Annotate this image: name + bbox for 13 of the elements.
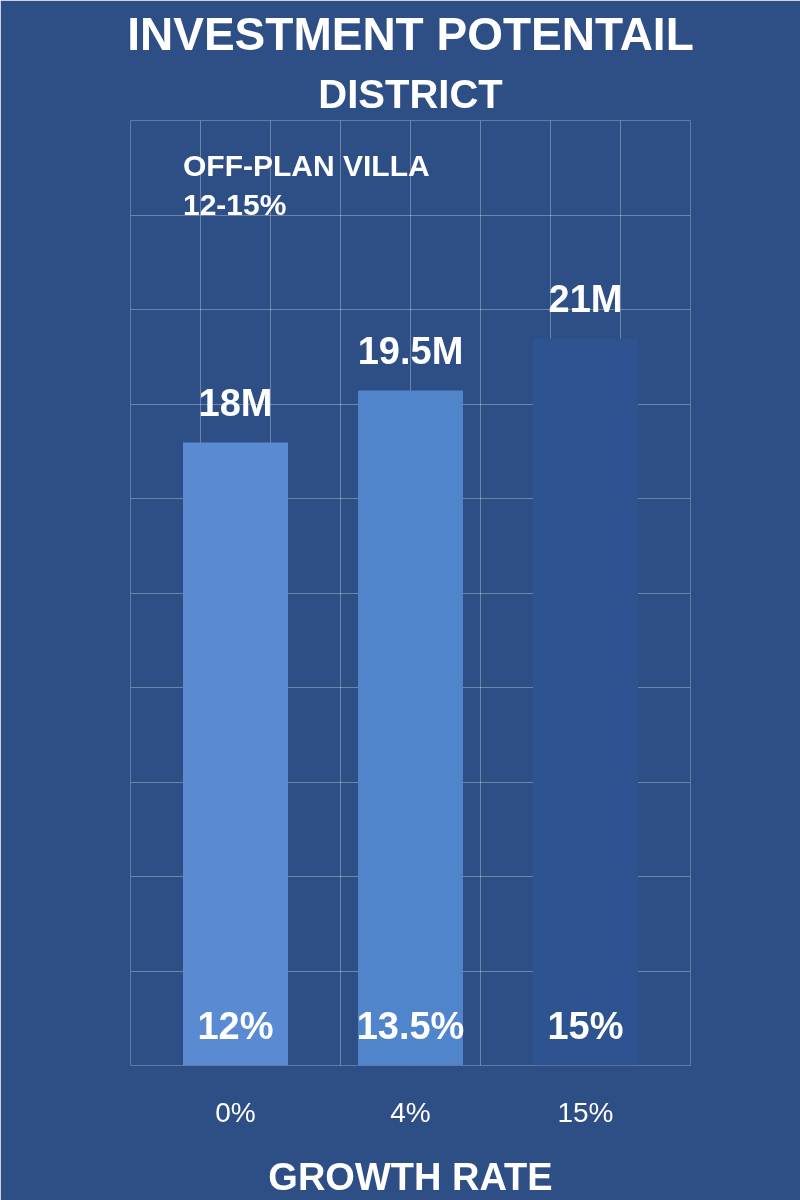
text: OFF-PLAN VILLA 12-15% [183,148,430,222]
annotation: 15% [547,1004,624,1047]
x-axis-title: GROWTH RATE [268,1155,553,1198]
data-label: 19.5M [357,329,464,372]
annotation: 12% [197,1004,274,1047]
data-label: 18M [198,381,273,424]
x-tick-label: 4% [390,1096,431,1128]
x-tick-label: 0% [215,1096,256,1128]
annotation: 13.5% [356,1004,465,1047]
chart-title: INVESTMENT POTENTAIL [127,7,694,60]
data-label: 21M [548,277,623,320]
x-tick-label: 15% [557,1096,614,1128]
chart-subtitle: DISTRICT [318,71,503,116]
